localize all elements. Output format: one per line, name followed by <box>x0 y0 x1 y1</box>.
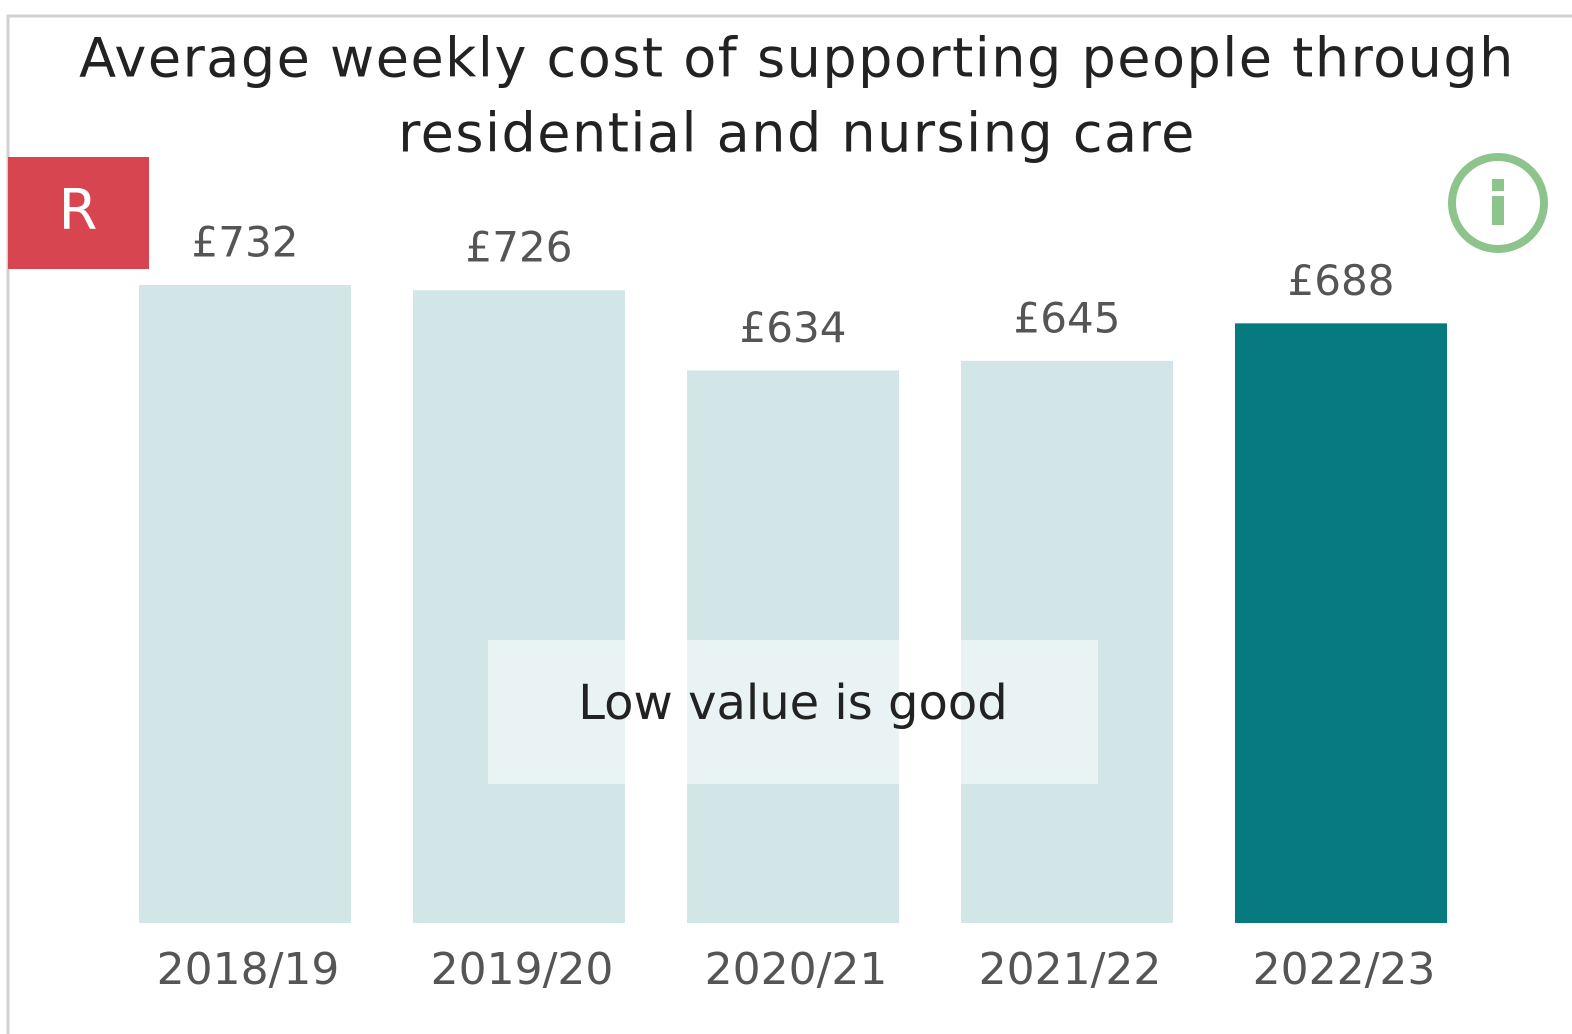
info-dot <box>1492 179 1504 191</box>
x-tick-label: 2018/19 <box>157 944 340 995</box>
chart-title: residential and nursing care <box>398 102 1196 165</box>
annotation-box <box>488 640 1098 784</box>
value-label: £726 <box>466 223 573 272</box>
x-tick-label: 2020/21 <box>705 944 888 995</box>
bar <box>413 290 625 924</box>
bars: £732 2018/19 £726 2019/20 £634 2020/21 £645 202… <box>139 218 1447 995</box>
bar <box>139 285 351 923</box>
value-label: £732 <box>192 218 299 267</box>
info-circle <box>1448 153 1548 253</box>
status-badge <box>8 157 149 269</box>
value-label: £634 <box>740 303 847 352</box>
frame <box>6 14 1572 1034</box>
annotation: Low value is good <box>578 675 1007 731</box>
x-tick-label: 2022/23 <box>1253 944 1436 995</box>
x-tick-label: 2019/20 <box>431 944 614 995</box>
value-label: £688 <box>1288 256 1395 305</box>
info-stem <box>1492 196 1504 225</box>
status-label: R <box>59 178 98 243</box>
value-label: £645 <box>1014 293 1121 342</box>
bar <box>1235 323 1447 923</box>
chart-title: Average weekly cost of supporting people… <box>79 27 1515 90</box>
x-tick-label: 2021/22 <box>979 944 1162 995</box>
info-icon[interactable] <box>1448 153 1548 253</box>
